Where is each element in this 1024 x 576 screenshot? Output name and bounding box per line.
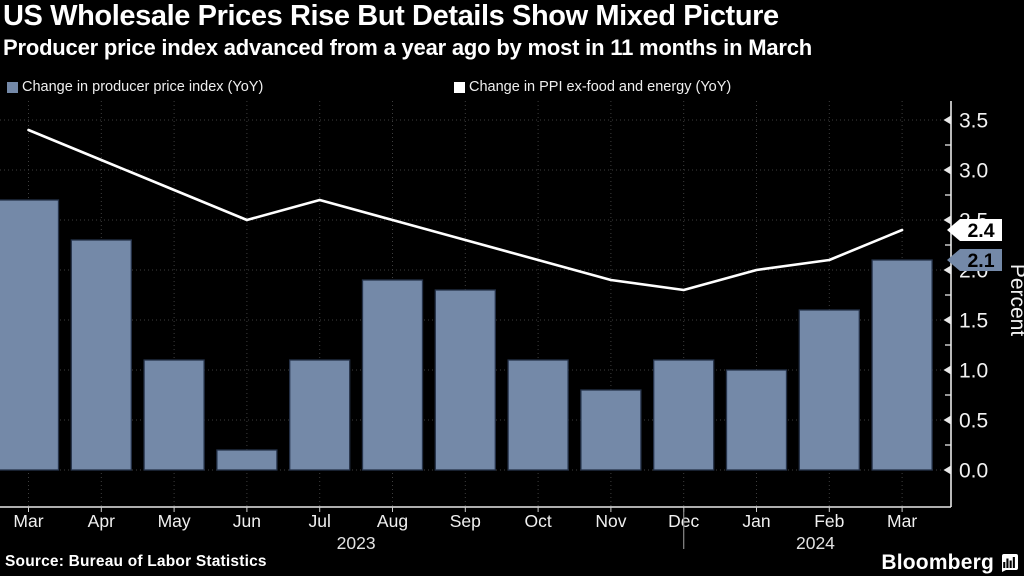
bloomberg-terminal-icon: [1002, 554, 1018, 572]
bar-May-2: [143, 359, 205, 471]
y-major-tick: [943, 265, 951, 275]
y-tick-label: 1.5: [959, 310, 988, 333]
y-major-tick: [943, 115, 951, 125]
month-label-apr-1: Apr: [88, 511, 115, 531]
y-major-tick: [943, 465, 951, 475]
bar-Oct-7: [507, 359, 569, 471]
month-label-jan-10: Jan: [742, 511, 770, 531]
end-label-text-2.1: 2.1: [967, 250, 994, 272]
month-label-feb-11: Feb: [814, 511, 844, 531]
bar-Jun-3: [216, 449, 278, 471]
y-major-tick: [943, 165, 951, 175]
ppi-bar-swatch-icon: [7, 81, 18, 93]
legend-item-core-ppi: Change in PPI ex-food and energy (YoY): [454, 79, 731, 95]
bloomberg-wordmark: Bloomberg: [881, 551, 994, 574]
source-note: Source: Bureau of Labor Statistics: [5, 553, 267, 570]
core-ppi-line-swatch-icon: [454, 81, 465, 93]
legend-item-ppi: Change in producer price index (YoY): [7, 79, 263, 95]
y-tick-label: 0.0: [959, 460, 988, 483]
bar-Mar-12: [871, 259, 933, 471]
y-tick-label: 1.0: [959, 360, 988, 383]
legend-label: Change in producer price index (YoY): [22, 79, 264, 95]
end-label-tag-2.1: [947, 249, 1002, 271]
legend-label: Change in PPI ex-food and energy (YoY): [469, 79, 732, 95]
bar-Jan-10: [725, 369, 788, 471]
end-label-tag-2.4: [947, 219, 1002, 241]
year-label-2023: 2023: [337, 533, 376, 553]
month-label-sep-6: Sep: [450, 511, 481, 531]
bar-Aug-5: [361, 279, 424, 471]
bar-Apr-1: [70, 239, 132, 471]
bar-Feb-11: [798, 309, 860, 471]
y-major-tick: [943, 315, 951, 325]
y-major-tick: [943, 365, 951, 375]
month-label-jul-4: Jul: [309, 511, 331, 531]
bar-Sep-6: [434, 289, 496, 471]
page-subtitle: Producer price index advanced from a yea…: [3, 35, 813, 60]
month-label-may-2: May: [158, 511, 191, 531]
core-ppi-line: [27, 128, 904, 292]
page-title: US Wholesale Prices Rise But Details Sho…: [3, 0, 779, 32]
year-label-2024: 2024: [796, 533, 835, 553]
y-major-tick: [943, 215, 951, 225]
month-label-mar-12: Mar: [887, 511, 917, 531]
month-label-aug-5: Aug: [377, 511, 408, 531]
bloomberg-logo: Bloomberg: [881, 551, 1018, 575]
month-label-mar-0: Mar: [13, 511, 43, 531]
month-label-oct-7: Oct: [524, 511, 551, 531]
y-major-tick: [943, 415, 951, 425]
bar-Mar-0: [0, 199, 60, 471]
bar-Jul-4: [289, 359, 351, 471]
y-tick-label: 3.5: [959, 110, 988, 133]
end-label-text-2.4: 2.4: [967, 220, 994, 242]
bar-Dec-9: [653, 359, 715, 471]
y-axis-title: Percent: [1006, 264, 1024, 337]
bar-Nov-8: [580, 389, 642, 471]
y-tick-label: 0.5: [959, 410, 988, 433]
y-tick-label: 3.0: [959, 160, 988, 183]
month-label-jun-3: Jun: [233, 511, 261, 531]
month-label-nov-8: Nov: [595, 511, 626, 531]
